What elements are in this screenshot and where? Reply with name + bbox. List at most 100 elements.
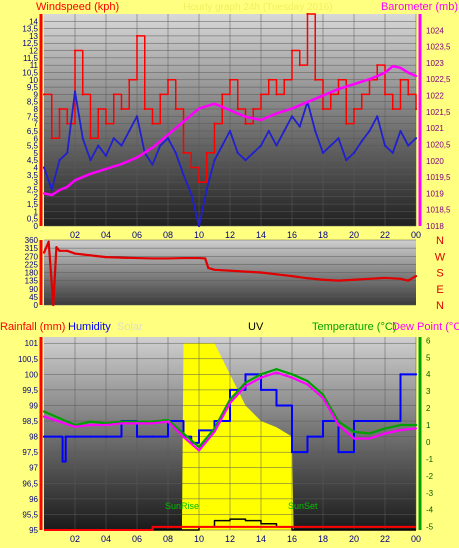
dew-point-point	[135, 422, 139, 425]
dew-point-point	[244, 384, 247, 388]
y2-tick-label: -3	[426, 489, 434, 498]
wind-average-point	[236, 151, 239, 154]
y2-tick-label: 6	[426, 336, 431, 345]
humidity-point	[197, 429, 201, 432]
barometer-point	[352, 83, 356, 86]
wind-direction-point	[213, 268, 216, 271]
temp-axis-ticks: 02 04 06 08 10 12 14 16 18 20 22 009595,59696,59797…	[18, 336, 434, 544]
wind-direction-point	[290, 275, 294, 278]
wind-average-point	[368, 129, 371, 133]
y-tick-label: 1	[34, 207, 39, 216]
x-tick-label: 16	[287, 534, 297, 543]
y2-tick-label: 1022,5	[426, 75, 451, 84]
barometer-point	[306, 100, 309, 104]
wind-direction-point	[407, 279, 410, 282]
barometer-point	[414, 74, 418, 78]
wind-axis-ticks: 02 04 06 08 10 12 14 16 18 20 22 0000,511,522,533,5…	[22, 14, 451, 240]
sunrise-label: SunRise	[165, 501, 199, 511]
humidity-point	[414, 373, 418, 376]
wind-gust-point	[166, 78, 170, 81]
x-tick-label: 02	[70, 534, 80, 543]
y-tick-label: 101	[25, 339, 39, 348]
wind-barometer-panel: 02 04 06 08 10 12 14 16 18 20 22 0000,511,522,533,5…	[22, 1, 458, 240]
x-tick-label: 14	[256, 230, 266, 240]
wind-gust-point	[259, 93, 263, 96]
y-tick-label: 95,5	[22, 510, 38, 519]
wind-average-point	[112, 137, 115, 140]
y2-tick-label: 1021	[426, 124, 444, 133]
compass-label: S	[436, 268, 443, 280]
y2-tick-label: -5	[426, 523, 434, 532]
temperature-point	[197, 445, 201, 449]
wind-gust-point	[314, 78, 317, 81]
solar-label: Solar	[117, 321, 143, 333]
compass-label: N	[436, 300, 444, 312]
barometer-point	[89, 172, 92, 175]
y-tick-label: 13	[29, 32, 38, 41]
y-tick-label: 4,5	[27, 156, 39, 165]
y-tick-label: 6	[34, 134, 39, 143]
wind-direction-point	[399, 277, 402, 280]
rain-line	[44, 525, 416, 531]
x-tick-label: 02	[70, 230, 80, 240]
y-tick-label: 225	[25, 260, 39, 269]
x-tick-label: 08	[163, 534, 173, 543]
wind-gust-point	[290, 49, 294, 52]
wind-average-point	[337, 137, 340, 140]
barometer-point	[151, 146, 154, 149]
dew-point-point	[73, 425, 77, 428]
y-tick-label: 98,5	[22, 417, 38, 426]
wind-average-point	[197, 224, 201, 228]
dew-point-point	[321, 396, 325, 400]
x-tick-label: 20	[349, 534, 359, 543]
dew-point-point	[89, 423, 92, 427]
wind-average-point	[205, 188, 208, 191]
humidity-point	[89, 435, 92, 438]
graph-banner: Hourly graph 24h (Tuesday 2016)	[183, 2, 332, 13]
wind-gust-point	[244, 122, 247, 125]
wind-direction-point	[166, 257, 170, 260]
wind-average-point	[329, 144, 332, 147]
y-tick-label: 0	[34, 222, 39, 231]
wind-average-point	[50, 188, 53, 191]
x-tick-label: 14	[256, 534, 266, 543]
wind-direction-point	[58, 249, 61, 252]
x-tick-label: 06	[132, 534, 142, 543]
wind-average-point	[407, 144, 410, 147]
x-tick-label: 00	[411, 534, 421, 543]
y-tick-label: 97	[29, 464, 38, 473]
dew-point-point	[337, 423, 340, 427]
wind-gust-point	[97, 107, 100, 111]
wind-gust-point	[143, 107, 146, 111]
humidity-point	[399, 373, 402, 376]
y-tick-label: 7	[34, 120, 39, 129]
x-tick-label: 04	[101, 230, 111, 240]
dew-point-point	[58, 420, 61, 423]
barometer-point	[321, 94, 325, 97]
wind-direction-point	[228, 269, 232, 272]
wind-direction-point	[204, 257, 207, 260]
barometer-point	[399, 66, 402, 69]
wind-average-point	[298, 125, 301, 128]
wind-average-point	[128, 129, 131, 133]
y2-tick-label: 1020,5	[426, 140, 451, 149]
humidity-point	[42, 435, 46, 438]
y-tick-label: 7,5	[27, 112, 39, 121]
y2-tick-label: 0	[426, 438, 431, 447]
compass-label: E	[436, 284, 443, 296]
wind-direction-point	[89, 254, 92, 257]
y-tick-label: 180	[25, 269, 39, 278]
barometer-point	[213, 102, 216, 105]
temp-humidity-panel: 02 04 06 08 10 12 14 16 18 20 22 009595,59696,59797…	[0, 321, 459, 544]
y-tick-label: 96,5	[22, 479, 38, 488]
wind-average-point	[259, 144, 263, 147]
humidity-point	[64, 435, 67, 438]
y-tick-label: 90	[29, 285, 38, 294]
wind-series	[42, 12, 418, 228]
barometer-point	[383, 71, 387, 74]
wind-gust-point	[298, 64, 301, 67]
wind-gust-point	[197, 181, 201, 184]
barometer-point	[182, 120, 185, 123]
y-tick-label: 3,5	[27, 171, 39, 180]
